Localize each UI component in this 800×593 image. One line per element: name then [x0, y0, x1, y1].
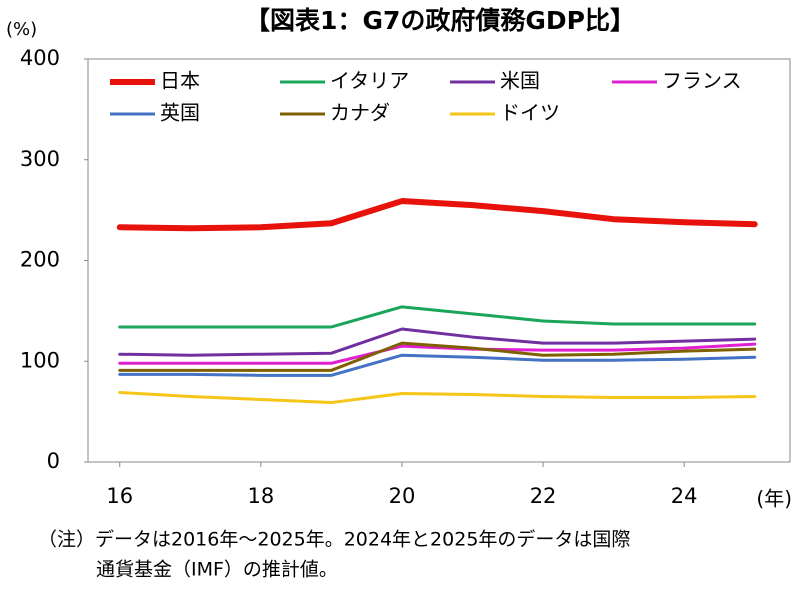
legend-label: カナダ	[330, 101, 390, 125]
x-tick-label: 18	[247, 484, 274, 508]
x-tick-label: 20	[389, 484, 416, 508]
x-tick-label: 24	[671, 484, 698, 508]
series-line	[118, 327, 757, 357]
series-line	[118, 305, 757, 329]
series-line	[118, 342, 757, 365]
x-unit-label: (年)	[756, 487, 792, 511]
y-tick-label: 0	[47, 449, 60, 473]
y-tick-label: 100	[20, 348, 60, 372]
y-tick-label: 300	[20, 147, 60, 171]
series-line	[118, 390, 757, 405]
legend-label: 英国	[160, 101, 200, 125]
y-tick-label: 400	[20, 46, 60, 70]
note-line: 通貨基金（IMF）の推計値。	[96, 559, 338, 581]
legend-label: フランス	[662, 69, 742, 93]
x-tick-label: 22	[530, 484, 557, 508]
series-line	[118, 341, 757, 372]
legend-label: 日本	[160, 69, 200, 93]
series-line	[118, 353, 757, 377]
chart-title: 【図表1：G7の政府債務GDP比】	[245, 6, 635, 35]
legend-label: ドイツ	[500, 101, 560, 125]
note-line: （注）データは2016年～2025年。2024年と2025年のデータは国際	[38, 529, 630, 551]
y-unit-label: (%)	[6, 19, 37, 40]
legend-label: 米国	[500, 69, 540, 93]
series-line	[116, 198, 758, 232]
x-tick-label: 16	[106, 484, 133, 508]
y-tick-label: 200	[20, 248, 60, 272]
legend-label: イタリア	[330, 69, 409, 93]
